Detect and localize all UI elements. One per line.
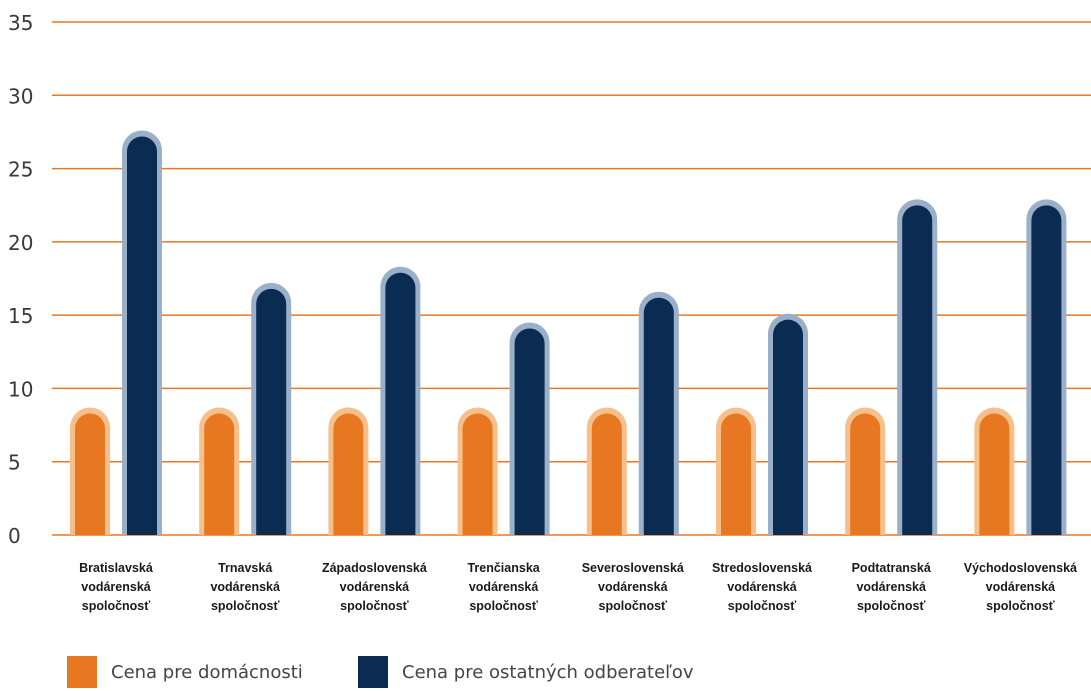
x-category-label-line: spoločnosť	[82, 599, 151, 613]
x-category-label-line: Bratislavská	[79, 561, 153, 575]
x-category-label-line: spoločnosť	[857, 599, 926, 613]
bar-other-customers	[638, 291, 679, 535]
x-category-label-line: spoločnosť	[211, 599, 280, 613]
bar-households-fill	[333, 413, 364, 535]
x-category-label-line: spoločnosť	[340, 599, 409, 613]
bar-households-fill	[721, 413, 751, 535]
bar-other-customers	[251, 282, 292, 535]
x-category-label: Severoslovenská vodárenská spoločnosť	[582, 561, 684, 613]
bar-households	[328, 407, 369, 535]
legend-label-other-customers: Cena pre ostatných odberateľov	[402, 661, 694, 683]
x-category-label-line: spoločnosť	[986, 599, 1055, 613]
legend-swatch-households	[67, 656, 97, 688]
x-category-label-line: Trnavská	[218, 561, 272, 575]
y-tick-label: 20	[8, 231, 33, 255]
bar-other-customers	[897, 199, 938, 535]
x-category-label-line: spoločnosť	[599, 599, 668, 613]
bars	[70, 130, 1067, 535]
x-category-label-line: spoločnosť	[728, 599, 797, 613]
bar-households-fill	[462, 413, 493, 535]
x-category-label-line: Stredoslovenská	[712, 561, 812, 575]
x-category-label-line: Trenčianska	[467, 561, 540, 575]
x-category-label: Západoslovenská vodárenská spoločnosť	[322, 561, 427, 613]
x-category-label-line: spoločnosť	[469, 599, 538, 613]
y-tick-label: 25	[8, 158, 33, 182]
bar-households-fill	[75, 413, 105, 535]
x-category-label-line: Západoslovenská	[322, 561, 427, 575]
y-tick-label: 30	[8, 84, 33, 108]
bar-other-customers-fill	[902, 205, 933, 535]
x-category-label-line: vodárenská	[727, 580, 797, 594]
x-category-label: Trenčianska vodárenská spoločnosť	[467, 561, 540, 613]
x-category-label-line: vodárenská	[81, 580, 151, 594]
x-category-label: Bratislavská vodárenská spoločnosť	[79, 561, 153, 613]
x-category-label-line: Severoslovenská	[582, 561, 684, 575]
y-tick-label: 0	[8, 524, 21, 548]
x-category-label-line: vodárenská	[340, 580, 410, 594]
legend-label-households: Cena pre domácnosti	[111, 661, 303, 683]
bar-households-fill	[204, 413, 235, 535]
bar-households-fill	[850, 413, 881, 535]
bar-other-customers	[768, 313, 808, 535]
x-axis-labels: Bratislavská vodárenská spoločnosťTrnavská…	[79, 561, 1077, 613]
x-category-label: Východoslovenská vodárenská spoločnosť	[964, 561, 1077, 613]
y-tick-label: 15	[8, 304, 33, 328]
bar-other-customers-fill	[643, 297, 674, 535]
bar-households	[974, 407, 1015, 535]
bar-households	[845, 407, 886, 535]
x-category-label-line: Východoslovenská	[964, 561, 1077, 575]
x-category-label: Trnavská vodárenská spoločnosť	[210, 561, 280, 613]
x-category-label-line: vodárenská	[986, 580, 1056, 594]
bar-households-fill	[591, 413, 622, 535]
x-category-label: Podtatranská vodárenská spoločnosť	[852, 561, 931, 613]
bar-households	[586, 407, 627, 535]
y-tick-label: 5	[8, 451, 21, 475]
legend-swatch-other-customers	[358, 656, 388, 688]
x-category-label-line: Podtatranská	[852, 561, 931, 575]
bar-other-customers-fill	[514, 328, 545, 535]
bar-other-customers	[1026, 199, 1067, 535]
legend-item-households: Cena pre domácnosti	[67, 654, 303, 690]
bar-households	[70, 407, 110, 535]
bar-households	[199, 407, 240, 535]
bar-other-customers	[122, 130, 162, 535]
x-category-label-line: vodárenská	[469, 580, 539, 594]
y-tick-label: 10	[8, 377, 33, 401]
x-category-label-line: vodárenská	[598, 580, 668, 594]
bar-other-customers-fill	[773, 319, 803, 535]
y-tick-label: 35	[8, 11, 33, 35]
x-category-label-line: vodárenská	[856, 580, 926, 594]
bar-other-customers-fill	[127, 136, 157, 535]
bar-households-fill	[979, 413, 1010, 535]
bar-other-customers-fill	[385, 272, 416, 535]
bar-households	[457, 407, 498, 535]
x-category-label: Stredoslovenská vodárenská spoločnosť	[712, 561, 812, 613]
bar-households	[716, 407, 756, 535]
bar-other-customers	[380, 266, 421, 535]
x-category-label-line: vodárenská	[210, 580, 280, 594]
bar-other-customers-fill	[256, 288, 287, 535]
bar-other-customers-fill	[1031, 205, 1062, 535]
bar-other-customers	[509, 322, 550, 535]
legend-item-other-customers: Cena pre ostatných odberateľov	[358, 654, 694, 690]
y-axis-ticks: 0 5 10 15 20 25 30 35	[8, 11, 33, 548]
bar-chart: 0 5 10 15 20 25 30 35 Bratislavská vodárenská spo…	[8, 11, 1091, 613]
